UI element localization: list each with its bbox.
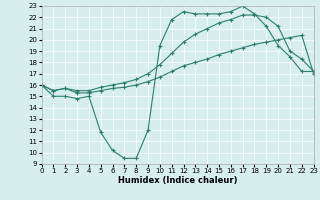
X-axis label: Humidex (Indice chaleur): Humidex (Indice chaleur): [118, 176, 237, 185]
